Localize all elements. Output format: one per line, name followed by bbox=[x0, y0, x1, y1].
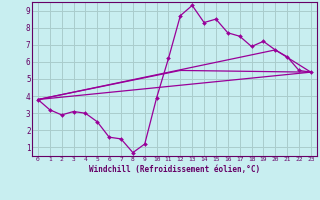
X-axis label: Windchill (Refroidissement éolien,°C): Windchill (Refroidissement éolien,°C) bbox=[89, 165, 260, 174]
